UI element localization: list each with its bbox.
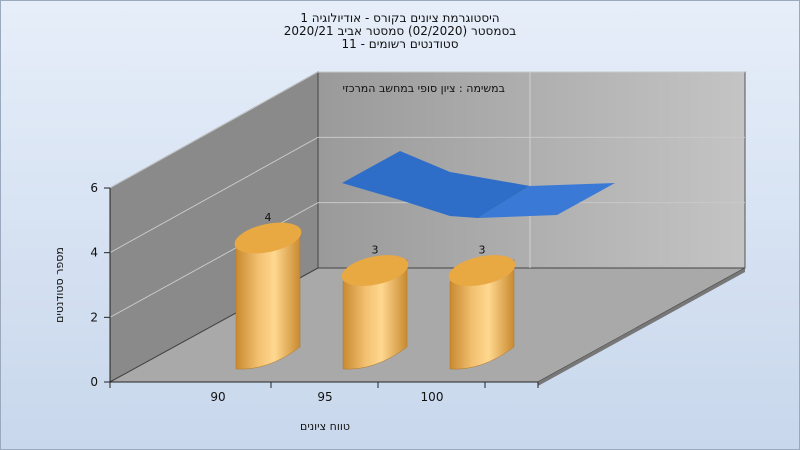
x-tick-label-1: 95 (317, 390, 332, 404)
bar-body-2 (449, 259, 515, 370)
bar-2: 3 (448, 244, 516, 370)
bar-top-2 (448, 255, 516, 286)
bar-value-label-2: 3 (479, 244, 486, 257)
bar-1: 3 (341, 244, 409, 370)
bar-body-0 (235, 226, 301, 370)
trend-surface-left (342, 151, 530, 218)
y-tick-label-3: 6 (90, 181, 98, 195)
bar-0: 4 (234, 211, 302, 370)
gridline-left-1 (109, 202, 319, 318)
chart-title-line-3: סטודנטים רשומים - 11 (341, 37, 459, 51)
gridline-left-3 (109, 71, 319, 189)
y-tick-label-2: 4 (90, 246, 98, 260)
chart-annotation: במשימה : ציון סופי במחשב המרכזי (343, 82, 506, 95)
bar-top-1 (341, 255, 409, 286)
y-axis-label: מספר סטודנטים (53, 247, 66, 323)
x-axis-label: טווח ציונים (300, 420, 350, 433)
trend-surface-right (478, 183, 615, 218)
chart-title-line-1: היסטוגרמת ציונים בקורס - אודיולוגיה 1 (300, 11, 500, 25)
bar-body-1 (342, 259, 408, 370)
right-edge (538, 268, 745, 386)
bar-value-label-1: 3 (372, 244, 379, 257)
x-tick-label-0: 90 (210, 390, 225, 404)
gridline-left-2 (109, 136, 319, 254)
y-tick-label-0: 0 (90, 375, 98, 389)
y-tick-label-1: 2 (90, 310, 98, 324)
bar-value-label-0: 4 (265, 211, 272, 224)
chart-title-line-2: בסמסטר (02/2020) סמסטר אביב 2020/21 (283, 24, 517, 38)
bar-top-0 (234, 222, 302, 254)
x-tick-label-2: 100 (421, 390, 444, 404)
